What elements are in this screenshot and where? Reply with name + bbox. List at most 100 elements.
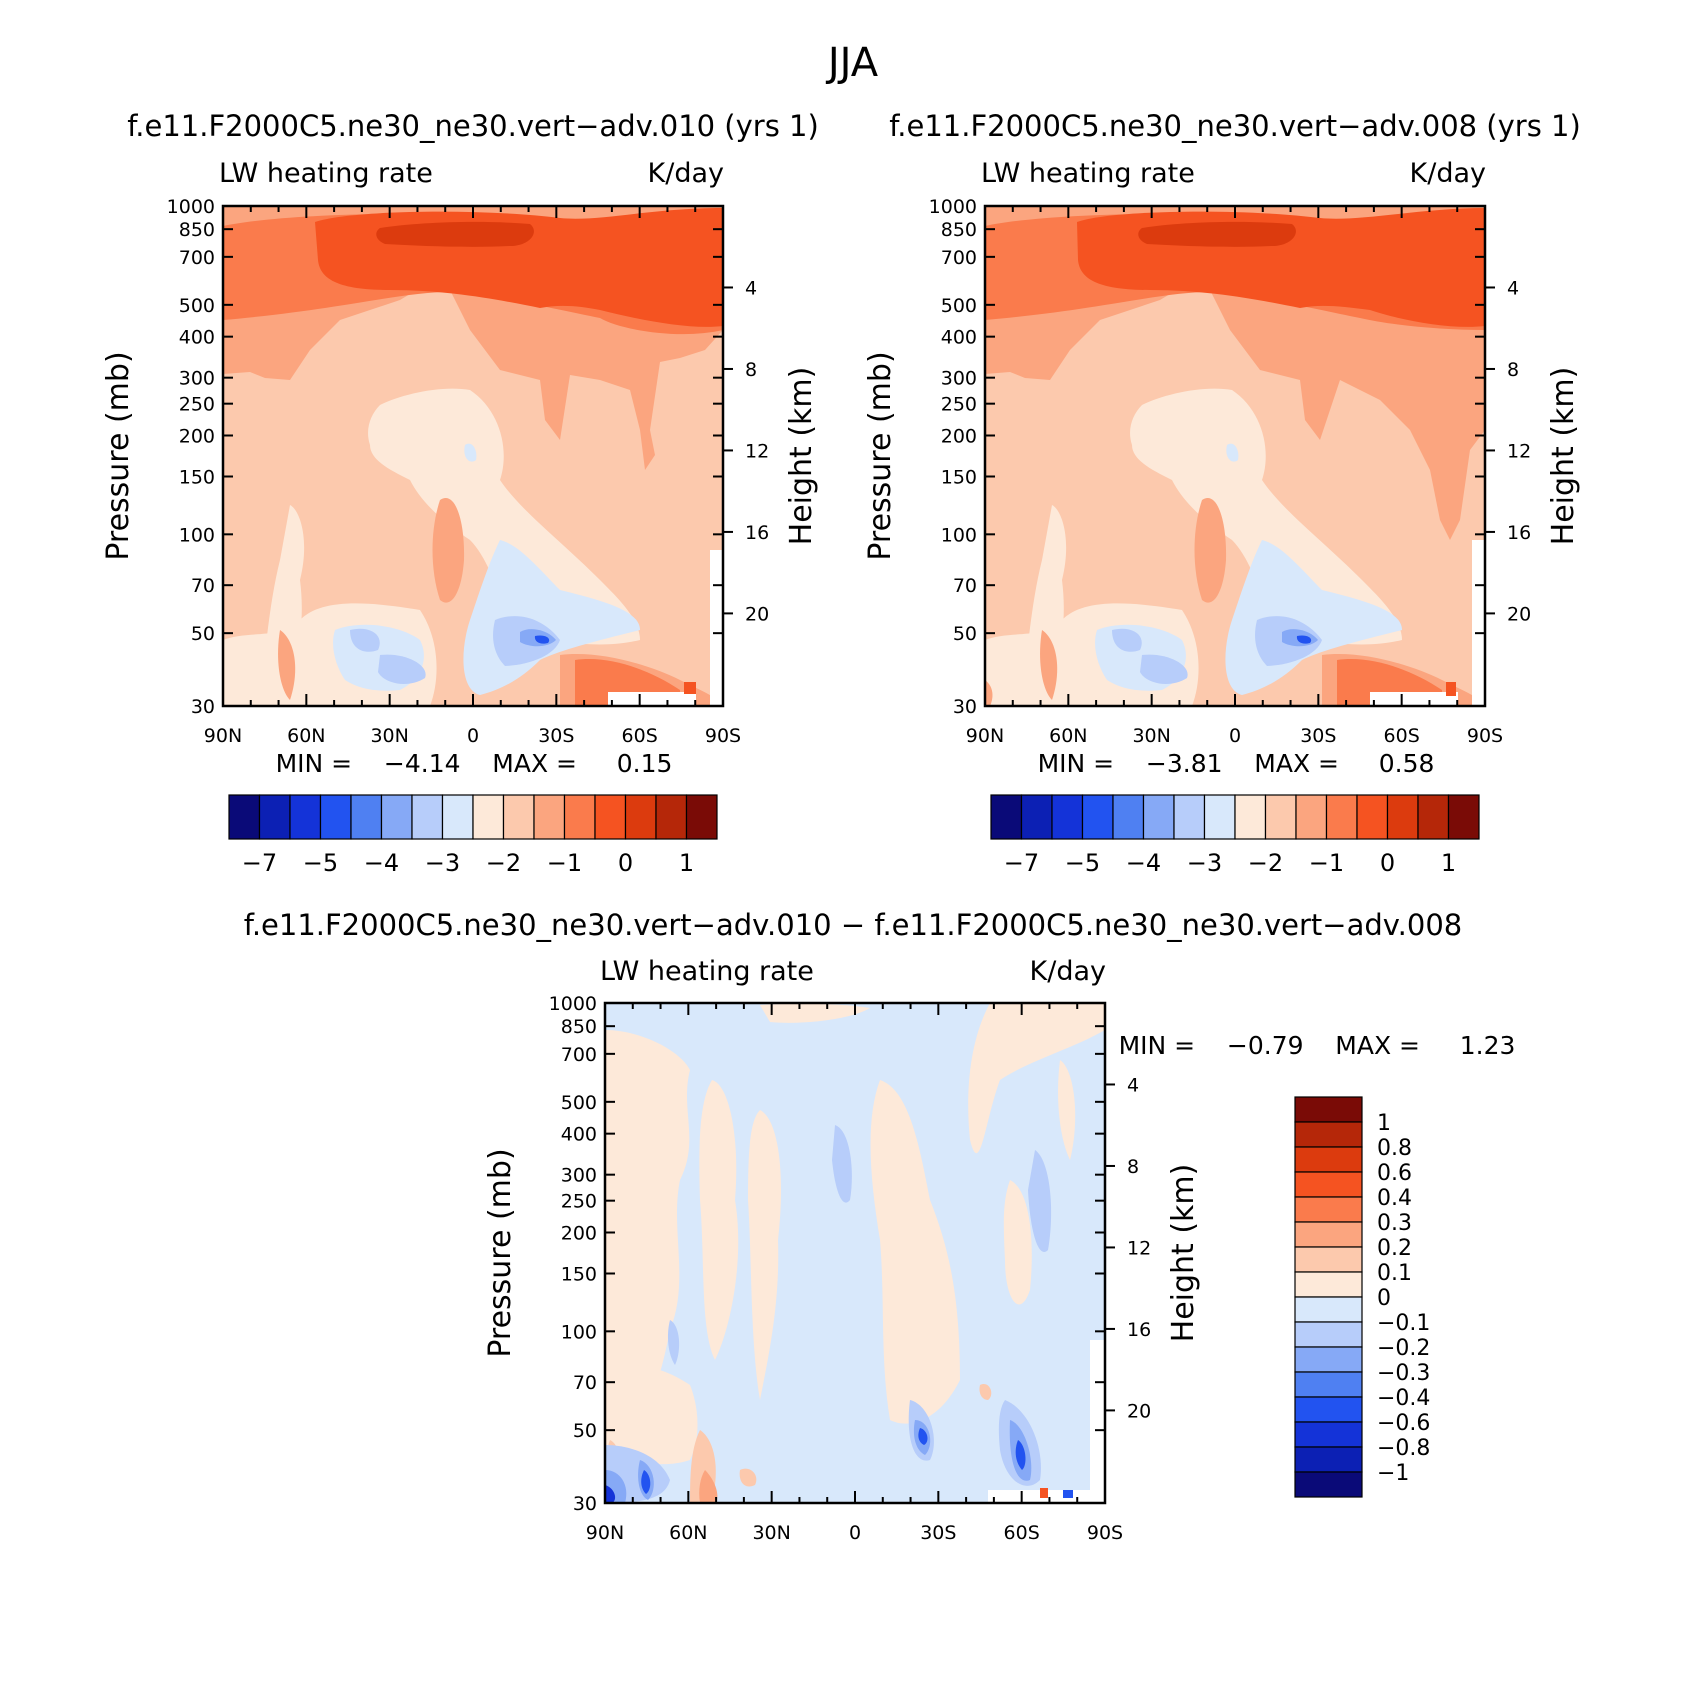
- colorbar-label: −4: [364, 849, 399, 877]
- y-tick-label: 100: [561, 1321, 597, 1343]
- x-tick-label: 90N: [586, 1522, 624, 1544]
- panel-1-axes: 90N 60N 30N 0 30S 60S 90S 30 50 70 100 150 200 250 300…: [167, 196, 770, 747]
- colorbar-label: −3: [1187, 849, 1222, 877]
- y-tick-label: 300: [941, 368, 977, 390]
- colorbar-label: 0.4: [1377, 1186, 1412, 1211]
- colorbar-label: 1: [1377, 1111, 1391, 1136]
- panel-2-minmax: MIN = −3.81 MAX = 0.58: [1038, 749, 1435, 778]
- colorbar-swatch: [1294, 1371, 1363, 1398]
- colorbar-label: 0.8: [1377, 1136, 1412, 1161]
- x-tick-label: 60N: [1049, 725, 1087, 747]
- y-tick-label: 250: [941, 394, 977, 416]
- colorbar-swatch: [289, 794, 322, 840]
- y-tick-label: 400: [179, 327, 215, 349]
- panel-1-title: f.e11.F2000C5.ne30_ne30.vert−adv.010 (yr…: [127, 109, 819, 143]
- colorbar-swatch: [1294, 1396, 1363, 1423]
- colorbar-label: −0.6: [1377, 1411, 1430, 1436]
- y-tick-label: 70: [953, 575, 977, 597]
- y-tick-label: 850: [179, 219, 215, 241]
- panel-1-y2label: Height (km): [784, 367, 819, 546]
- y2-tick-label: 20: [745, 603, 769, 625]
- y-tick-label: 300: [561, 1165, 597, 1187]
- colorbar-swatch: [1294, 1121, 1363, 1148]
- panel-3-axes: 90N 60N 30N 0 30S 60S 90S 30 50 70 100 150 200 250 300…: [549, 993, 1152, 1544]
- colorbar-label: −0.8: [1377, 1436, 1430, 1461]
- y-tick-label: 250: [179, 394, 215, 416]
- y-tick-label: 70: [573, 1372, 597, 1394]
- colorbar-swatch: [1142, 794, 1175, 840]
- panel-1-minmax: MIN = −4.14 MAX = 0.15: [276, 749, 673, 778]
- colorbar-label: −5: [1065, 849, 1100, 877]
- colorbar-swatch: [1294, 1421, 1363, 1448]
- colorbar-swatch: [1294, 1446, 1363, 1473]
- panel-1-units-label: K/day: [648, 158, 724, 189]
- y2-tick-label: 16: [1507, 522, 1531, 544]
- colorbar-label: −2: [486, 849, 521, 877]
- colorbar-label: −0.2: [1377, 1336, 1430, 1361]
- x-tick-label: 60N: [287, 725, 325, 747]
- colorbar-label: 0: [1380, 849, 1395, 877]
- colorbar-swatch: [1294, 1246, 1363, 1273]
- y2-tick-label: 4: [745, 277, 757, 299]
- x-tick-label: 60S: [1004, 1522, 1040, 1544]
- y2-tick-label: 12: [1507, 440, 1531, 462]
- colorbar-swatch: [624, 794, 657, 840]
- y-tick-label: 50: [573, 1420, 597, 1442]
- y-tick-label: 400: [941, 327, 977, 349]
- panel-3-units-label: K/day: [1030, 956, 1106, 987]
- panel-1-contour-field: [223, 206, 723, 706]
- y2-tick-label: 4: [1127, 1074, 1139, 1096]
- panel-3-ylabel: Pressure (mb): [483, 1148, 518, 1357]
- y-tick-label: 70: [191, 575, 215, 597]
- y-tick-label: 700: [941, 247, 977, 269]
- colorbar-swatch: [1294, 1321, 1363, 1348]
- x-tick-label: 30S: [538, 725, 574, 747]
- y-tick-label: 150: [561, 1264, 597, 1286]
- panel-3-colorbar: 10.80.60.40.30.20.10−0.1−0.2−0.3−0.4−0.6…: [1294, 1096, 1430, 1498]
- x-tick-label: 90S: [705, 725, 741, 747]
- colorbar-swatch: [1294, 1471, 1363, 1498]
- panel-2-y2label: Height (km): [1546, 367, 1581, 546]
- colorbar-swatch: [1112, 794, 1145, 840]
- colorbar-label: −2: [1248, 849, 1283, 877]
- colorbar-swatch: [1294, 1096, 1363, 1123]
- y2-tick-label: 12: [745, 440, 769, 462]
- colorbar-label: −7: [1004, 849, 1039, 877]
- colorbar-swatch: [472, 794, 505, 840]
- panel-2: f.e11.F2000C5.ne30_ne30.vert−adv.008 (yr…: [863, 109, 1581, 877]
- colorbar-swatch: [685, 794, 718, 840]
- colorbar-label: −0.1: [1377, 1311, 1430, 1336]
- colorbar-swatch: [1447, 794, 1480, 840]
- y-tick-label: 850: [561, 1016, 597, 1038]
- x-tick-label: 30S: [920, 1522, 956, 1544]
- colorbar-swatch: [1203, 794, 1236, 840]
- colorbar-label: 1: [1441, 849, 1456, 877]
- colorbar-label: 0: [1377, 1286, 1391, 1311]
- colorbar-swatch: [1051, 794, 1084, 840]
- colorbar-label: −1: [1377, 1461, 1409, 1486]
- colorbar-swatch: [1295, 794, 1328, 840]
- colorbar-label: −1: [547, 849, 582, 877]
- colorbar-label: −4: [1126, 849, 1161, 877]
- panel-2-axes: 90N 60N 30N 0 30S 60S 90S 30 50 70 100 150 200 250 300…: [929, 196, 1532, 747]
- colorbar-swatch: [1173, 794, 1206, 840]
- page-title: JJA: [825, 40, 879, 86]
- y-tick-label: 150: [941, 467, 977, 489]
- colorbar-swatch: [1325, 794, 1358, 840]
- colorbar-swatch: [655, 794, 688, 840]
- colorbar-swatch: [441, 794, 474, 840]
- y-tick-label: 1000: [167, 196, 215, 218]
- colorbar-swatch: [1264, 794, 1297, 840]
- colorbar-swatch: [990, 794, 1023, 840]
- x-tick-label: 0: [467, 725, 479, 747]
- x-tick-label: 60S: [1384, 725, 1420, 747]
- colorbar-label: 0.3: [1377, 1211, 1412, 1236]
- panel-3-title: f.e11.F2000C5.ne30_ne30.vert−adv.010 − f…: [244, 908, 1463, 942]
- colorbar-swatch: [258, 794, 291, 840]
- colorbar-swatch: [380, 794, 413, 840]
- y-tick-label: 300: [179, 368, 215, 390]
- y-tick-label: 1000: [929, 196, 977, 218]
- y-tick-label: 250: [561, 1191, 597, 1213]
- colorbar-swatch: [1386, 794, 1419, 840]
- x-tick-label: 30S: [1300, 725, 1336, 747]
